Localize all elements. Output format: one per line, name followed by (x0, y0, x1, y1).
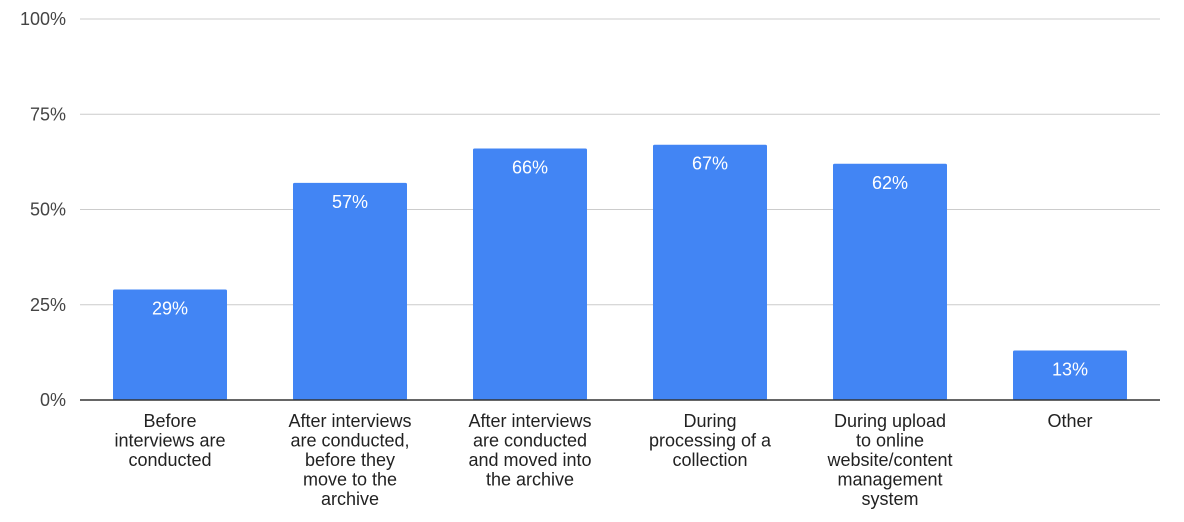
x-category-label-line: and moved into (468, 450, 591, 470)
x-category-label-line: to online (856, 431, 924, 451)
bar (1013, 350, 1127, 400)
data-label: 57% (332, 192, 368, 212)
bars (113, 144, 1127, 400)
x-category-label-line: are conducted, (290, 431, 409, 451)
x-category-label: After interviews are conducted and moved i… (468, 411, 591, 490)
x-axis-category-labels: Before interviews are conducted After inter… (114, 411, 1092, 509)
bar (113, 289, 227, 400)
x-category-label-line: management (837, 470, 942, 490)
data-labels: 29% 57% 66% 67% 62% 13% (152, 154, 1088, 380)
x-category-label-line: the archive (486, 470, 574, 490)
data-label: 62% (872, 173, 908, 193)
bar (293, 182, 407, 400)
x-category-label-line: move to the (303, 470, 397, 490)
x-category-label-line: interviews are (114, 431, 225, 451)
x-category-label-line: system (861, 489, 918, 509)
bar (473, 148, 587, 400)
y-tick-label: 0% (40, 390, 66, 410)
data-label: 67% (692, 154, 728, 174)
x-category-label-line: archive (321, 489, 379, 509)
x-category-label-line: website/content (826, 450, 952, 470)
x-category-label-line: Before (143, 411, 196, 431)
x-category-label-line: collection (672, 450, 747, 470)
x-category-label: Before interviews are conducted (114, 411, 225, 470)
data-label: 66% (512, 158, 548, 178)
x-category-label: During processing of a collection (649, 411, 772, 470)
x-category-label-line: After interviews (468, 411, 591, 431)
x-category-label-line: processing of a (649, 431, 772, 451)
x-category-label: Other (1047, 411, 1092, 431)
bar (653, 144, 767, 400)
gridlines (80, 18, 1160, 306)
y-tick-label: 100% (20, 9, 66, 29)
x-category-label-line: After interviews (288, 411, 411, 431)
x-category-label-line: are conducted (473, 431, 587, 451)
y-tick-label: 25% (30, 295, 66, 315)
x-category-label-line: During upload (834, 411, 946, 431)
x-category-label-line: conducted (128, 450, 211, 470)
y-tick-label: 50% (30, 200, 66, 220)
x-category-label-line: During (683, 411, 736, 431)
y-axis-tick-labels: 0% 25% 50% 75% 100% (20, 9, 66, 410)
x-category-label: After interviews are conducted, before the… (288, 411, 411, 509)
x-category-label-line: Other (1047, 411, 1092, 431)
y-tick-label: 75% (30, 104, 66, 124)
data-label: 13% (1052, 359, 1088, 379)
data-label: 29% (152, 299, 188, 319)
x-category-label-line: before they (305, 450, 395, 470)
bar (833, 163, 947, 400)
x-category-label: During upload to online website/content man… (826, 411, 952, 509)
